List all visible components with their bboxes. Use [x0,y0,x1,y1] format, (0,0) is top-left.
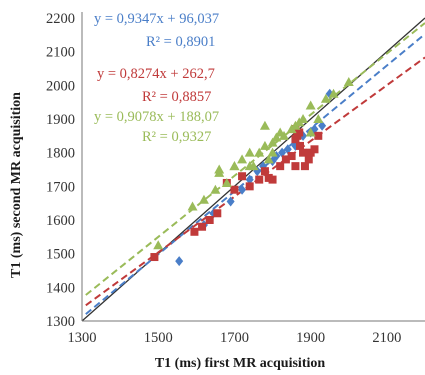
red-point [314,131,323,140]
red-point [230,185,239,194]
green-equation: y = 0,9078x + 188,07 [94,109,219,125]
y-tick-label: 1300 [46,314,75,330]
blue-trendline [85,33,425,315]
red-point [245,182,254,191]
blue-point [245,174,254,185]
y-axis-title: T1 (ms) second MR acquisition [9,92,24,278]
x-tick-label: 1500 [144,330,173,346]
green-point [254,147,265,157]
red-point [310,145,319,154]
red-point [255,175,264,184]
y-tick-label: 2000 [46,78,75,94]
red-point [299,148,308,157]
green-point [210,184,221,194]
blue-point [175,256,184,267]
y-tick-label: 1500 [46,247,75,263]
green-point [221,177,232,187]
blue-point [238,184,247,195]
green-point [271,132,282,142]
green-point [267,137,278,147]
chart-marks [81,17,425,322]
red-point [300,162,309,171]
green-point [198,194,209,204]
green-point [320,93,331,103]
green-point [313,114,324,123]
blue-point [318,120,327,131]
green-point [343,76,354,86]
blue-point [283,144,292,155]
x-tick-label: 1700 [220,330,249,346]
red-point [260,167,269,176]
red-point [268,175,277,184]
red-equation: y = 0,8274x + 262,7 [97,66,215,82]
red-point [304,155,313,164]
green-point [244,147,255,157]
green-point [305,127,316,137]
green-trendline [85,22,425,296]
y-tick-label: 1700 [46,179,75,195]
blue-r2: R² = 0,8901 [146,34,215,50]
green-r2: R² = 0,9327 [142,129,211,145]
x-axis-title: T1 (ms) first MR acquisition [155,356,326,371]
x-tick-label: 1300 [68,330,97,346]
equation-labels: y = 0,9347x + 96,037 R² = 0,8901 y = 0,8… [94,11,219,145]
x-tick-label: 2100 [372,330,401,346]
green-point [237,154,248,164]
red-point [276,162,285,171]
green-point [259,120,270,130]
y-tick-label: 2200 [46,11,75,27]
green-point [244,161,255,171]
red-point [295,141,304,150]
red-point [287,152,296,161]
green-point [187,201,198,211]
red-point [291,162,300,171]
blue-equation: y = 0,9347x + 96,037 [94,11,219,27]
red-point [150,253,159,262]
red-point [205,216,214,224]
y-tick-label: 1600 [46,213,75,229]
green-point [328,88,339,98]
green-point [298,114,309,123]
red-point [281,155,290,164]
blue-point [278,147,287,158]
green-point [305,100,316,110]
blue-point [226,196,235,207]
y-tick-label: 1800 [46,146,75,162]
x-tick-label: 1900 [296,330,325,346]
y-tick-label: 1900 [46,112,75,128]
y-tick-label: 2100 [46,45,75,61]
green-point [153,240,164,250]
green-point [229,161,240,171]
red-point [238,172,247,181]
tick-labels: 1300 1500 1700 1900 2100 1300 1400 1500 1600 1700… [46,11,401,346]
green-point [267,147,278,157]
red-r2: R² = 0,8857 [142,89,211,105]
y-tick-label: 1400 [46,280,75,296]
green-point [263,154,274,164]
green-point [259,140,270,150]
red-point [213,209,222,218]
green-point [214,167,225,177]
green-point [278,130,289,140]
red-point [190,227,199,236]
red-point [198,222,207,231]
